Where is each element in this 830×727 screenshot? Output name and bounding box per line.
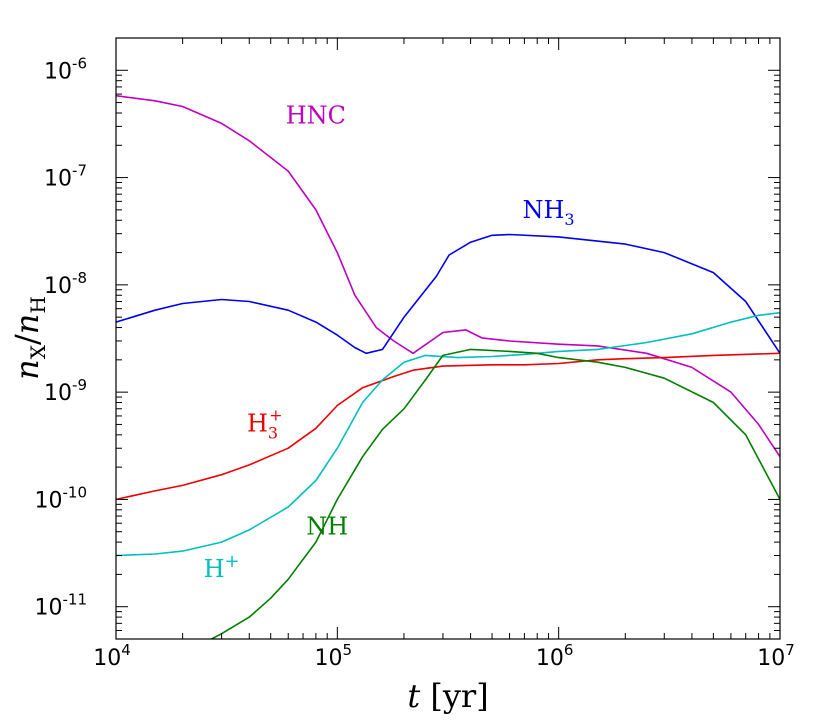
series-label-hnc: HNC bbox=[286, 101, 346, 129]
series-labels-group: HNC NH3 H3+ H+ NH bbox=[204, 101, 575, 582]
y-tick-label: 10-8 bbox=[44, 269, 87, 299]
axis-ticks-group bbox=[115, 37, 781, 640]
x-axis-label: t [yr] bbox=[407, 677, 488, 715]
y-tick-label: 10-7 bbox=[44, 162, 87, 192]
y-tick-label: 10-9 bbox=[44, 376, 87, 406]
x-tick-label: 104 bbox=[93, 641, 131, 671]
plot-series-group bbox=[116, 94, 780, 639]
series-label-h3plus: H3+ bbox=[247, 405, 283, 442]
series-line-hnc bbox=[116, 94, 780, 458]
plot-frame bbox=[115, 37, 781, 640]
series-label-hplus: H+ bbox=[204, 551, 240, 583]
series-line-nh bbox=[211, 348, 780, 639]
x-tick-label: 105 bbox=[315, 641, 353, 671]
series-label-nh: NH bbox=[306, 513, 348, 541]
x-tick-label: 107 bbox=[757, 641, 795, 671]
series-line-hplus bbox=[116, 311, 780, 557]
series-line-h3plus bbox=[116, 352, 780, 501]
y-tick-label: 10-6 bbox=[44, 54, 87, 84]
series-label-nh3: NH3 bbox=[522, 196, 574, 229]
y-tick-label: 10-10 bbox=[35, 483, 88, 513]
x-tick-label: 106 bbox=[536, 641, 574, 671]
y-axis-label: nX/nH bbox=[8, 296, 50, 380]
tick-labels-group: 104 105 106 107 10-11 10-10 10-9 10-8 10-7 10-6 bbox=[35, 54, 795, 671]
y-tick-label: 10-11 bbox=[35, 591, 88, 621]
series-line-nh3 bbox=[116, 233, 780, 355]
